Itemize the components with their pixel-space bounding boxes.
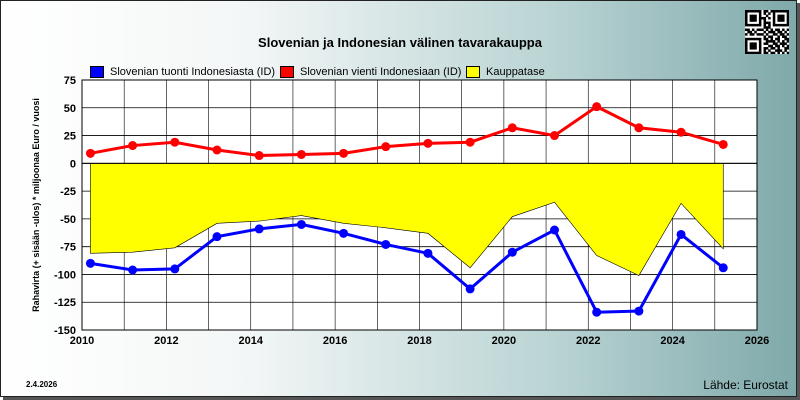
- footer-date: 2.4.2026: [26, 380, 58, 389]
- legend-item-import: Slovenian tuonti Indonesiasta (ID): [90, 66, 275, 78]
- legend-swatch-import: [90, 66, 104, 78]
- frame-shadow-right: [797, 3, 800, 400]
- y-axis-label-text: Rahavirta (+ sisään -ulos) * miljoonaa E…: [31, 98, 41, 312]
- legend-label-export: Slovenian vienti Indonesiaan (ID): [300, 66, 462, 78]
- legend-swatch-balance: [466, 66, 480, 78]
- frame-shadow-bottom: [3, 397, 800, 400]
- y-axis-label: Rahavirta (+ sisään -ulos) * miljoonaa E…: [6, 80, 66, 330]
- chart-title: Slovenian ja Indonesian välinen tavaraka…: [258, 35, 542, 50]
- qr-code-icon: [745, 10, 790, 55]
- legend-swatch-export: [280, 66, 294, 78]
- legend-item-export: Slovenian vienti Indonesiaan (ID): [280, 66, 461, 78]
- legend-label-import: Slovenian tuonti Indonesiasta (ID): [110, 66, 276, 78]
- legend-label-balance: Kauppatase: [486, 66, 545, 78]
- source-label: Lähde: Eurostat: [703, 378, 788, 392]
- legend-item-balance: Kauppatase: [466, 66, 545, 78]
